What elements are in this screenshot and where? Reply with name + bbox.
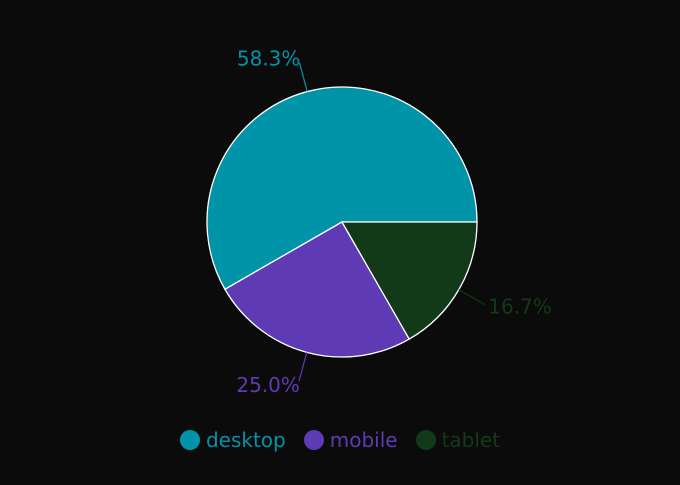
legend: desktop mobile tablet xyxy=(0,428,680,452)
leader-line-mobile xyxy=(298,352,308,382)
pie-slice-tablet xyxy=(340,221,478,340)
legend-label-desktop: desktop xyxy=(205,428,286,452)
leader-line-desktop xyxy=(298,62,308,92)
pie-slice-desktop xyxy=(206,86,478,291)
leader-line-tablet xyxy=(458,289,486,306)
legend-item-desktop[interactable]: desktop xyxy=(179,428,286,452)
data-label-desktop: 58.3% xyxy=(237,47,301,71)
legend-item-tablet[interactable]: tablet xyxy=(415,428,501,452)
legend-marker-desktop xyxy=(179,430,200,450)
legend-item-mobile[interactable]: mobile xyxy=(303,428,398,452)
data-label-tablet: 16.7% xyxy=(488,295,552,319)
legend-marker-mobile xyxy=(303,430,324,450)
legend-label-tablet: tablet xyxy=(441,428,501,452)
legend-label-mobile: mobile xyxy=(329,428,398,452)
legend-marker-tablet xyxy=(415,430,436,450)
data-label-mobile: 25.0% xyxy=(236,373,300,397)
